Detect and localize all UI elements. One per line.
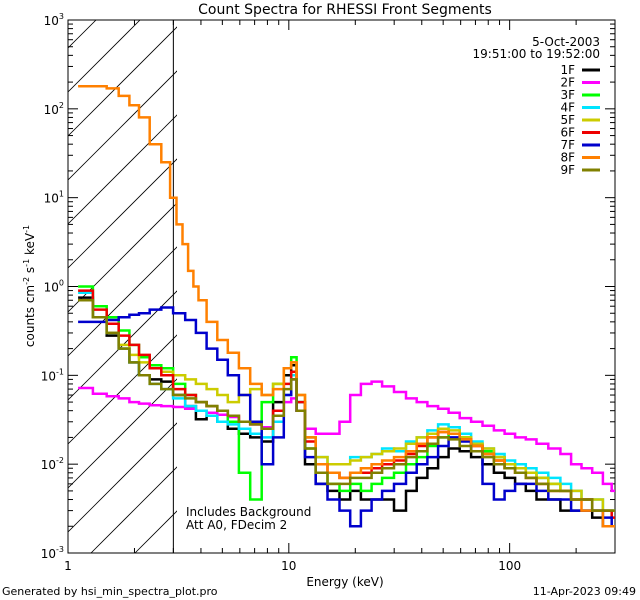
y-tick-label-exp: -2 <box>56 456 64 465</box>
y-tick-label: 10-1 <box>41 367 64 383</box>
x-tick-label: 1 <box>64 559 72 573</box>
hatch-line <box>68 114 177 225</box>
legend-label-5F: 5F <box>560 113 575 127</box>
y-tick-label: 101 <box>44 190 64 206</box>
hatch-line <box>68 246 177 357</box>
y-tick-label-base: 10 <box>44 14 59 28</box>
y-axis-label-base: counts cm <box>23 285 37 347</box>
y-axis-label: counts cm-2 s-1 keV-1 <box>22 225 37 347</box>
chart-title: Count Spectra for RHESSI Front Segments <box>198 2 492 18</box>
legend-label-7F: 7F <box>560 138 575 152</box>
legend-label-1F: 1F <box>560 63 575 77</box>
hatch-line <box>68 70 177 181</box>
hatch-line <box>68 26 177 137</box>
y-tick-label-exp: 3 <box>59 12 64 21</box>
y-tick-label-base: 10 <box>41 369 56 383</box>
hatch-line <box>90 466 177 553</box>
x-tick-label: 10 <box>281 559 296 573</box>
annotation-background: Includes Background <box>186 505 311 519</box>
legend-label-6F: 6F <box>560 126 575 140</box>
y-tick-label-exp: 1 <box>59 190 64 199</box>
y-tick-label-base: 10 <box>41 547 56 561</box>
shaded-region <box>68 20 177 553</box>
footer-timestamp: 11-Apr-2023 09:49 <box>533 585 636 598</box>
y-axis-label-exp3: -1 <box>22 225 31 233</box>
hatch-line <box>134 510 177 553</box>
y-tick-label-base: 10 <box>44 103 59 117</box>
y-axis-label-exp2: -1 <box>22 259 31 267</box>
legend-time-range: 19:51:00 to 19:52:00 <box>473 47 600 61</box>
y-axis-label-mid: s <box>23 267 37 277</box>
y-tick-label-base: 10 <box>41 458 56 472</box>
y-axis-label-exp1: -2 <box>22 277 31 285</box>
y-axis-label-tail: keV <box>23 232 37 259</box>
hatch-line <box>68 158 177 269</box>
x-tick-label: 100 <box>498 559 521 573</box>
y-tick-label: 103 <box>44 12 64 28</box>
legend-label-9F: 9F <box>560 163 575 177</box>
series-group <box>78 84 615 528</box>
series-8F <box>78 84 615 528</box>
hatch-line <box>68 422 177 533</box>
y-tick-label-exp: -3 <box>56 545 64 554</box>
footer-generated-by: Generated by hsi_min_spectra_plot.pro <box>2 585 218 598</box>
y-tick-label: 100 <box>44 279 64 295</box>
hatch-line <box>68 202 177 313</box>
y-tick-label: 102 <box>44 101 64 117</box>
series-7F <box>78 306 615 528</box>
legend-label-2F: 2F <box>560 76 575 90</box>
y-tick-label: 10-3 <box>41 545 64 561</box>
hatch-line <box>68 334 177 445</box>
x-axis-label: Energy (keV) <box>306 575 383 589</box>
series-2F <box>78 380 615 493</box>
x-axis: 1 10 100 <box>64 20 616 573</box>
y-tick-label-exp: -1 <box>56 367 64 376</box>
series-9F <box>78 299 615 512</box>
legend-label-4F: 4F <box>560 101 575 115</box>
y-tick-label-base: 10 <box>44 281 59 295</box>
y-tick-label: 10-2 <box>41 456 64 472</box>
annotation-attenuator: Att A0, FDecim 2 <box>186 518 287 532</box>
y-tick-label-exp: 0 <box>59 279 64 288</box>
legend-label-3F: 3F <box>560 88 575 102</box>
hatch-line <box>68 290 177 401</box>
y-tick-label-base: 10 <box>44 192 59 206</box>
hatch-line <box>68 378 177 489</box>
legend-date: 5-Oct-2003 <box>532 35 600 49</box>
y-tick-label-exp: 2 <box>59 101 64 110</box>
legend-label-8F: 8F <box>560 151 575 165</box>
